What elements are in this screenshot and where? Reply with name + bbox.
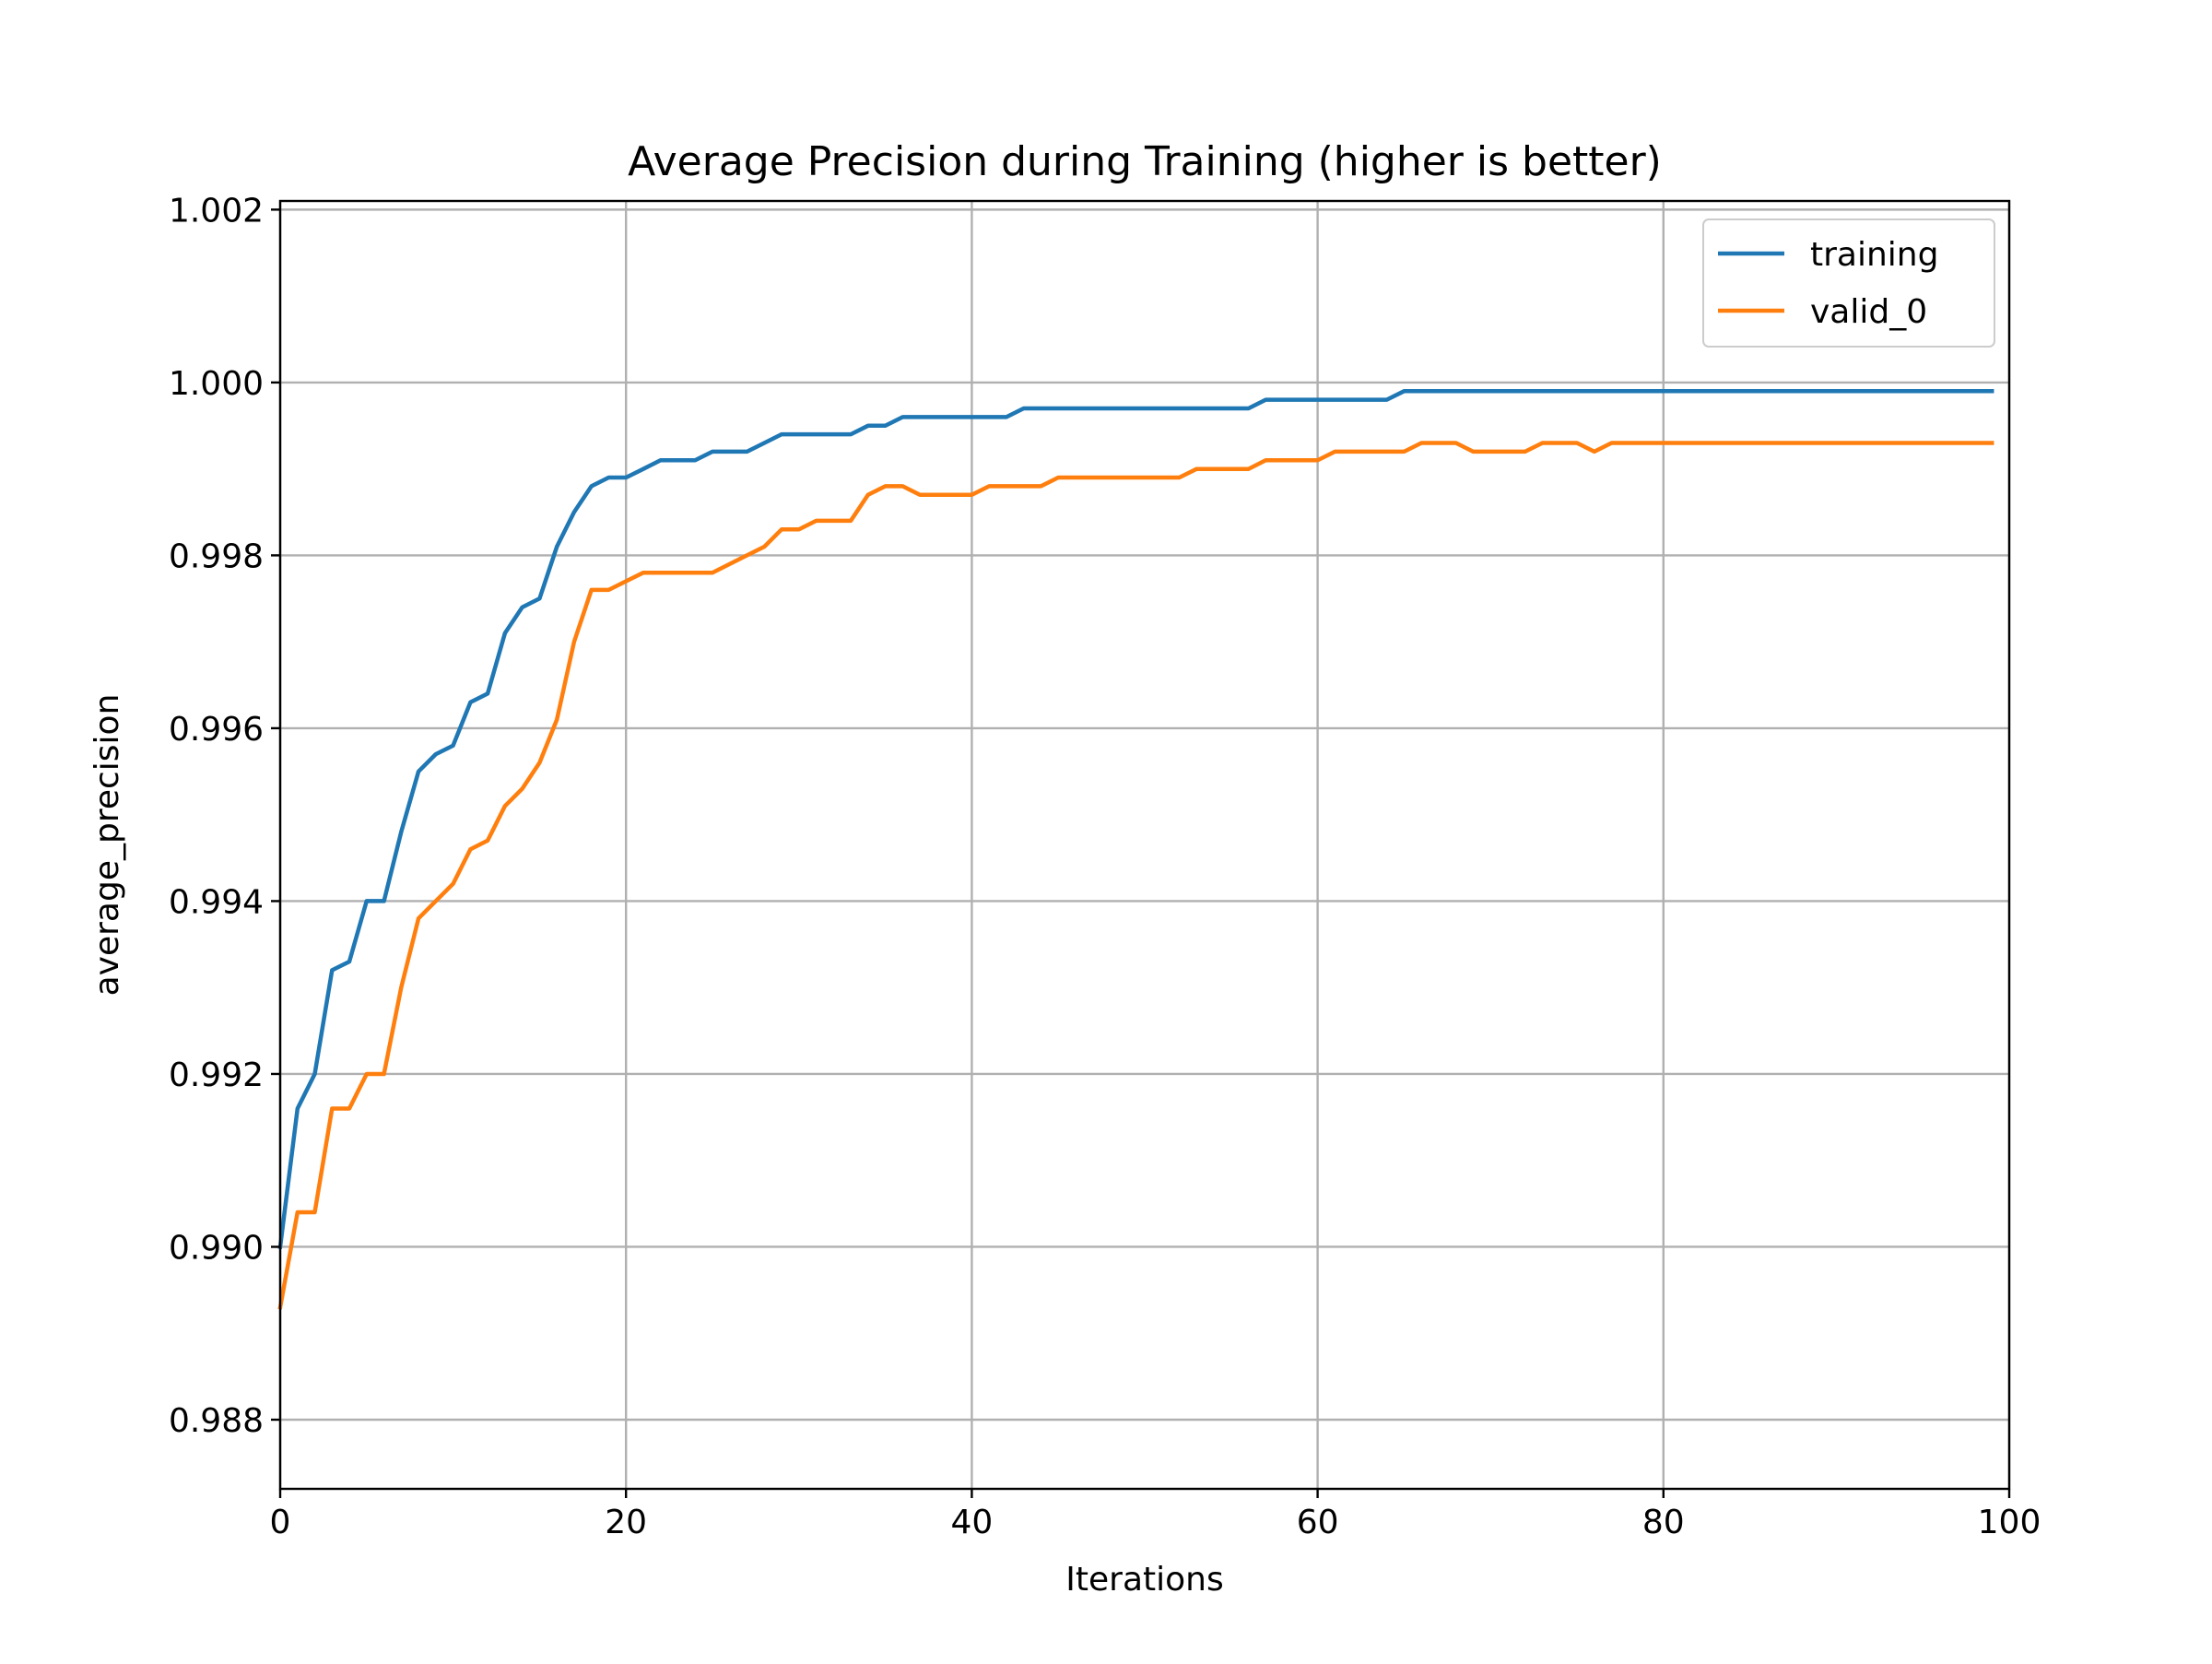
axis-ticks: 0 20 40 60 80 100 0.988 0.990 0.992 0.994 0.996 0.9…	[169, 192, 2041, 1541]
y-tick-label: 0.992	[169, 1056, 264, 1094]
legend: training valid_0	[1702, 218, 1995, 348]
y-tick-label: 0.988	[169, 1402, 264, 1440]
legend-label-training: training	[1810, 236, 1938, 274]
legend-box	[1702, 218, 1995, 348]
x-tick-label: 100	[1978, 1504, 2041, 1541]
y-tick-label: 1.002	[169, 192, 264, 230]
x-tick-label: 60	[1297, 1504, 1339, 1541]
y-axis-label: average_precision	[88, 694, 126, 997]
chart-title: Average Precision during Training (highe…	[628, 138, 1662, 185]
y-tick-label: 0.990	[169, 1229, 264, 1267]
y-tick-label: 0.998	[169, 537, 264, 575]
plot-frame	[278, 199, 2011, 1491]
y-tick-label: 0.994	[169, 883, 264, 921]
x-tick-label: 20	[605, 1504, 647, 1541]
legend-label-valid-0: valid_0	[1810, 293, 1927, 331]
y-tick-label: 0.996	[169, 711, 264, 749]
x-tick-label: 40	[950, 1504, 993, 1541]
x-tick-label: 0	[270, 1504, 291, 1541]
x-axis-label: Iterations	[1065, 1561, 1223, 1599]
series-line-training	[277, 389, 1994, 1250]
series-lines	[277, 389, 1994, 1310]
series-line-valid-0	[277, 441, 1994, 1310]
y-tick-label: 1.000	[169, 365, 264, 403]
x-tick-label: 80	[1642, 1504, 1685, 1541]
